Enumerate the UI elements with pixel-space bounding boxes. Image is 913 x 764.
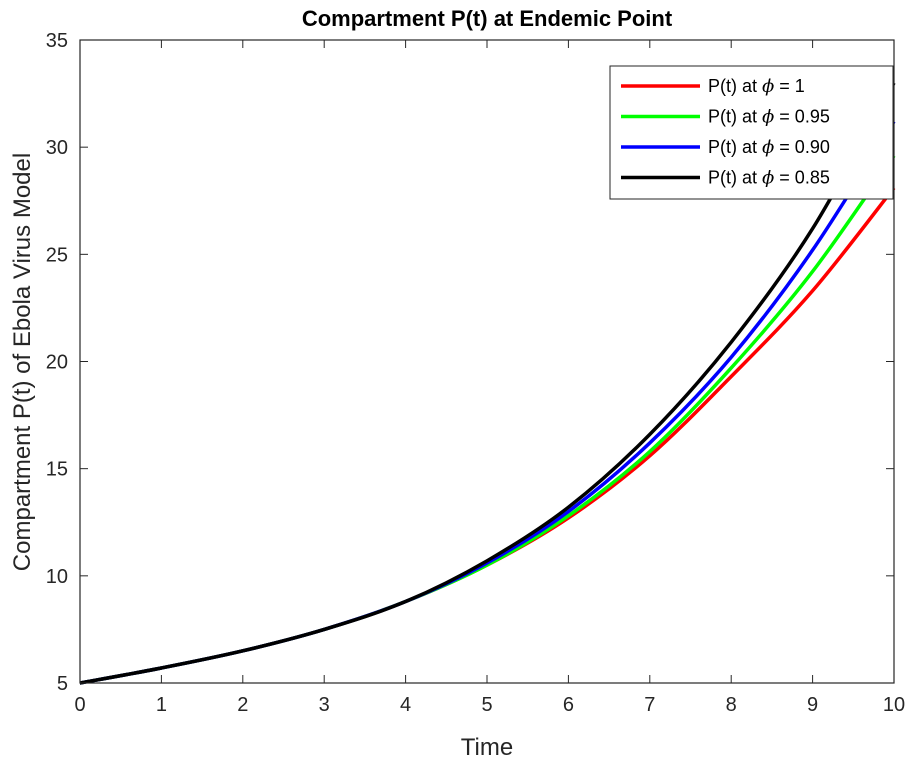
x-tick-label: 8 xyxy=(726,694,737,716)
x-tick-label: 4 xyxy=(400,694,411,716)
y-tick-label: 15 xyxy=(46,459,68,481)
series-layer xyxy=(79,82,896,685)
series-line-4 xyxy=(79,82,896,685)
legend-label-2: P(t) at ϕ = 0.95 xyxy=(708,107,830,128)
y-axis-label: Compartment P(t) of Ebola Virus Model xyxy=(9,153,36,571)
tick-layer: 0 1 2 3 4 5 6 7 8 9 10 5 10 15 20 25 30 35 xyxy=(46,30,905,716)
x-tick-label: 2 xyxy=(237,694,248,716)
y-tick-label: 5 xyxy=(57,673,68,695)
y-tick-label: 25 xyxy=(46,244,68,266)
legend-label-3: P(t) at ϕ = 0.90 xyxy=(708,137,830,158)
legend: P(t) at ϕ = 1 P(t) at ϕ = 0.95 P(t) at ϕ =… xyxy=(609,65,894,200)
x-tick-label: 0 xyxy=(74,694,85,716)
x-tick-label: 1 xyxy=(156,694,167,716)
x-tick-label: 10 xyxy=(883,694,905,716)
x-axis-label: Time xyxy=(461,734,513,761)
y-tick-label: 35 xyxy=(46,30,68,52)
legend-label-1: P(t) at ϕ = 1 xyxy=(708,76,805,97)
x-tick-label: 7 xyxy=(644,694,655,716)
y-tick-label: 10 xyxy=(46,566,68,588)
legend-label-4: P(t) at ϕ = 0.85 xyxy=(708,168,830,189)
chart-title: Compartment P(t) at Endemic Point xyxy=(302,6,673,31)
x-tick-label: 9 xyxy=(807,694,818,716)
x-tick-label: 6 xyxy=(563,694,574,716)
y-tick-label: 30 xyxy=(46,137,68,159)
x-tick-label: 5 xyxy=(481,694,492,716)
y-tick-label: 20 xyxy=(46,352,68,374)
x-tick-label: 3 xyxy=(319,694,330,716)
